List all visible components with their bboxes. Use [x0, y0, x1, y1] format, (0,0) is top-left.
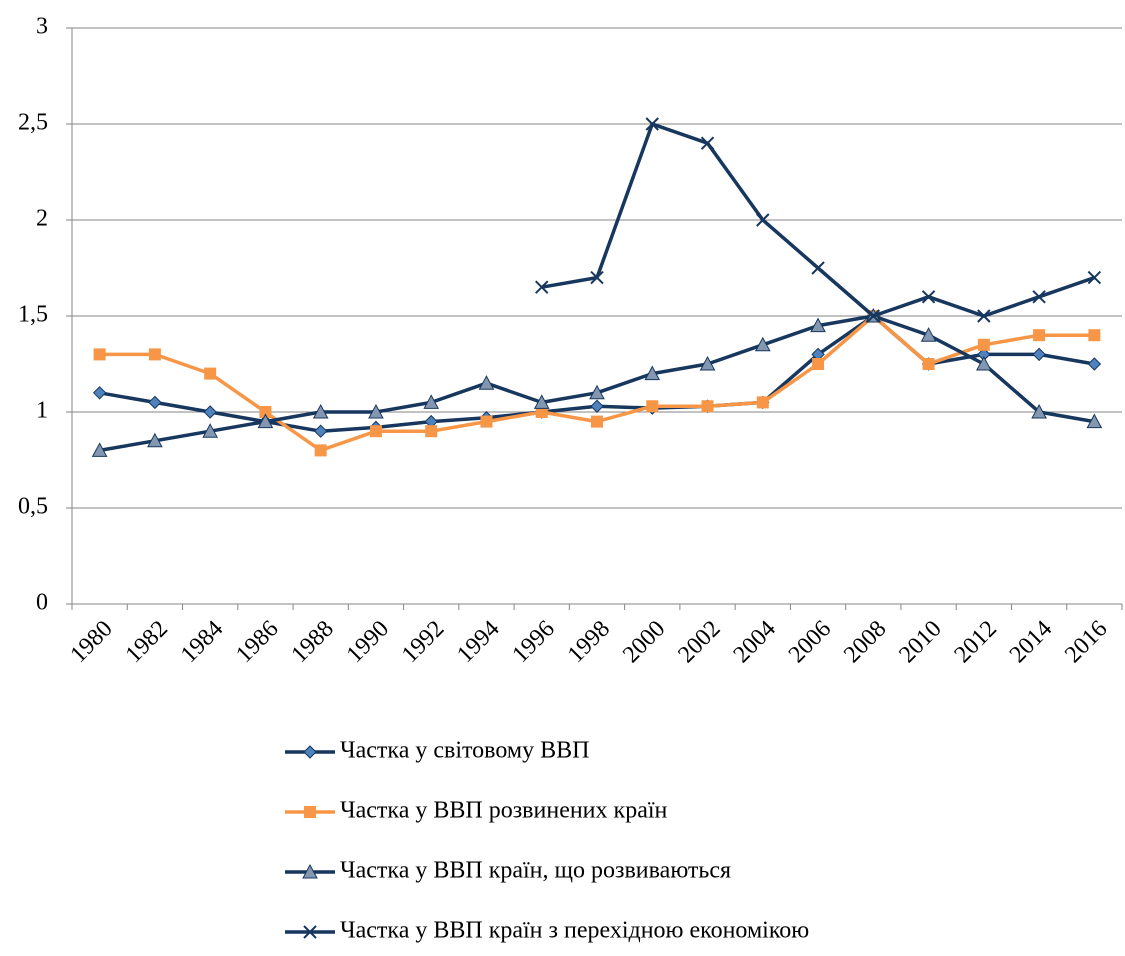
legend-marker — [303, 925, 317, 939]
marker — [756, 213, 770, 227]
x-tick-label: 2002 — [673, 616, 725, 668]
y-tick-label: 1 — [36, 398, 48, 424]
marker — [147, 432, 163, 448]
x-tick-label: 2006 — [784, 616, 836, 668]
marker — [202, 423, 218, 438]
marker — [423, 394, 440, 409]
y-tick-label: 2 — [36, 206, 48, 232]
marker — [810, 317, 826, 333]
marker — [257, 413, 274, 429]
marker — [590, 270, 604, 285]
marker — [589, 384, 605, 400]
marker — [203, 405, 217, 419]
series-line — [99, 314, 1095, 433]
marker — [812, 358, 825, 370]
x-tick-label: 2012 — [950, 616, 1002, 668]
marker — [700, 136, 715, 150]
x-tick-label: 2008 — [839, 616, 891, 668]
x-tick-label: 1980 — [65, 616, 117, 668]
legend-marker — [303, 745, 317, 759]
marker — [1031, 403, 1047, 419]
marker — [1087, 357, 1102, 371]
marker — [535, 406, 548, 418]
marker — [313, 424, 328, 438]
x-tick-label: 1982 — [121, 616, 173, 668]
marker — [977, 338, 990, 351]
marker — [920, 327, 937, 342]
marker — [425, 425, 438, 438]
x-tick-label: 1984 — [176, 616, 228, 668]
x-tick-label: 2016 — [1060, 616, 1112, 668]
marker — [976, 355, 992, 371]
marker — [922, 358, 935, 370]
marker — [754, 336, 771, 352]
marker — [811, 261, 825, 275]
x-tick-label: 2010 — [894, 616, 946, 668]
marker — [480, 415, 493, 428]
marker — [312, 403, 329, 419]
marker — [756, 396, 769, 409]
marker — [91, 442, 108, 457]
marker — [369, 425, 382, 438]
marker — [1032, 290, 1046, 304]
marker — [590, 399, 604, 413]
series-line — [99, 314, 1095, 453]
marker — [1032, 347, 1046, 362]
marker — [1087, 270, 1102, 285]
x-tick-label: 1990 — [342, 616, 394, 668]
marker — [921, 290, 936, 304]
marker — [699, 355, 716, 371]
series-line — [99, 314, 1095, 453]
x-tick-label: 1988 — [286, 616, 338, 668]
marker — [591, 415, 603, 428]
marker — [533, 394, 550, 409]
marker — [977, 309, 991, 323]
y-tick-label: 3 — [36, 14, 48, 40]
x-tick-label: 1994 — [452, 616, 504, 668]
x-tick-label: 1992 — [397, 616, 449, 668]
marker — [1033, 329, 1046, 342]
legend-label: Частка у ВВП країн з перехідною економік… — [340, 918, 809, 944]
marker — [93, 348, 106, 361]
legend-label: Частка у ВВП країн, що розвиваються — [340, 858, 731, 884]
legend-label: Частка у світовому ВВП — [340, 738, 589, 764]
y-tick-label: 0 — [36, 590, 48, 616]
x-tick-label: 1998 — [563, 616, 615, 668]
marker — [646, 400, 659, 413]
marker — [701, 400, 714, 413]
legend-marker — [302, 863, 318, 879]
marker — [148, 395, 162, 410]
marker — [478, 375, 495, 390]
marker — [148, 348, 161, 361]
x-tick-label: 1996 — [508, 616, 560, 668]
legend-label: Частка у ВВП розвинених країн — [340, 798, 668, 824]
x-tick-label: 2004 — [729, 616, 781, 668]
marker — [644, 365, 661, 381]
marker — [92, 386, 107, 400]
x-tick-label: 1986 — [231, 616, 283, 668]
marker — [645, 117, 659, 131]
legend-marker — [304, 806, 316, 818]
marker — [535, 280, 549, 294]
marker — [314, 444, 327, 457]
x-tick-label: 2000 — [618, 616, 670, 668]
marker — [368, 403, 384, 419]
marker — [204, 367, 217, 380]
marker — [866, 309, 881, 323]
y-tick-label: 2,5 — [18, 110, 48, 136]
marker — [259, 406, 272, 418]
y-tick-label: 0,5 — [18, 494, 48, 520]
x-tick-label: 2014 — [1005, 616, 1057, 668]
y-tick-label: 1,5 — [18, 302, 48, 328]
marker — [1086, 413, 1103, 429]
marker — [1088, 329, 1101, 342]
